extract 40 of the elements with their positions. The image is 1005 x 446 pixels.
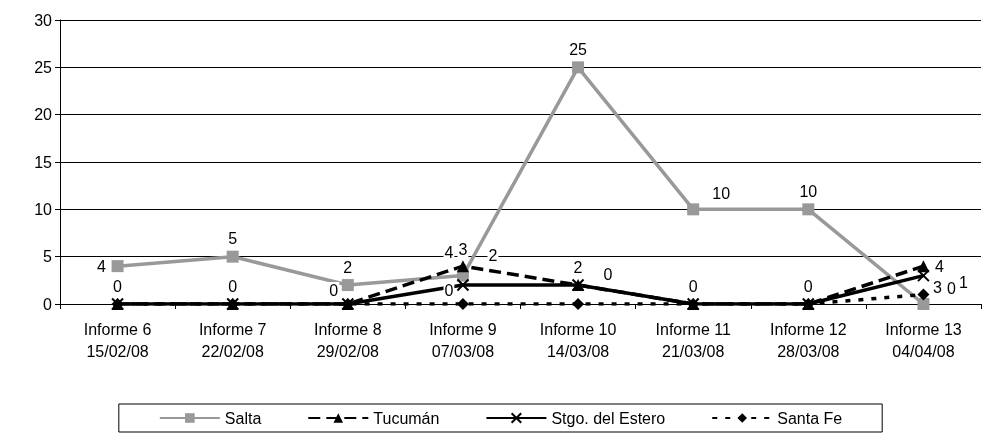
y-tick-label: 30: [34, 11, 53, 29]
data-label: 1: [958, 274, 968, 292]
data-label: 0: [228, 277, 238, 295]
x-tick-label: Informe 11 21/03/08: [655, 320, 731, 360]
y-tick-label: 5: [43, 248, 53, 266]
x-tick-label: Informe 10 14/03/08: [539, 320, 617, 360]
legend-label: Santa Fe: [777, 409, 843, 427]
data-label: 0: [113, 277, 123, 295]
y-tick-label: 25: [34, 58, 53, 76]
data-label: 5: [228, 230, 238, 248]
legend-label: Tucumán: [373, 409, 440, 427]
data-label: 2: [488, 246, 498, 264]
data-label: 25: [569, 40, 588, 58]
data-label: 0: [603, 265, 613, 283]
data-label: 4: [444, 243, 454, 261]
data-label: 2: [343, 258, 353, 276]
data-label: 0: [688, 277, 698, 295]
data-label: 3: [932, 279, 942, 297]
data-label: 4: [934, 257, 944, 275]
x-tick-label: Informe 6 15/02/08: [83, 320, 152, 360]
data-label: 0: [946, 279, 956, 297]
data-label: 2: [573, 258, 583, 276]
x-tick-label: Informe 13 04/04/08: [885, 320, 962, 360]
x-tick-label: Informe 8 29/02/08: [314, 320, 382, 360]
data-label: 0: [444, 281, 454, 299]
y-tick-label: 20: [34, 106, 53, 124]
x-tick-label: Informe 9 07/03/08: [429, 320, 497, 360]
data-label: 0: [803, 277, 813, 295]
data-label: 10: [799, 182, 818, 200]
x-tick-label: Informe 12 28/03/08: [770, 320, 847, 360]
y-tick-label: 15: [34, 153, 53, 171]
legend-label: Salta: [224, 409, 262, 427]
legend-label: Stgo. del Estero: [551, 409, 666, 427]
data-label: 10: [712, 184, 731, 202]
data-label: 4: [97, 257, 107, 275]
data-label: 3: [458, 241, 468, 259]
y-tick-label: 0: [43, 295, 53, 313]
y-tick-label: 10: [34, 200, 53, 218]
data-label: 0: [329, 281, 339, 299]
x-tick-label: Informe 7 22/02/08: [198, 320, 267, 360]
